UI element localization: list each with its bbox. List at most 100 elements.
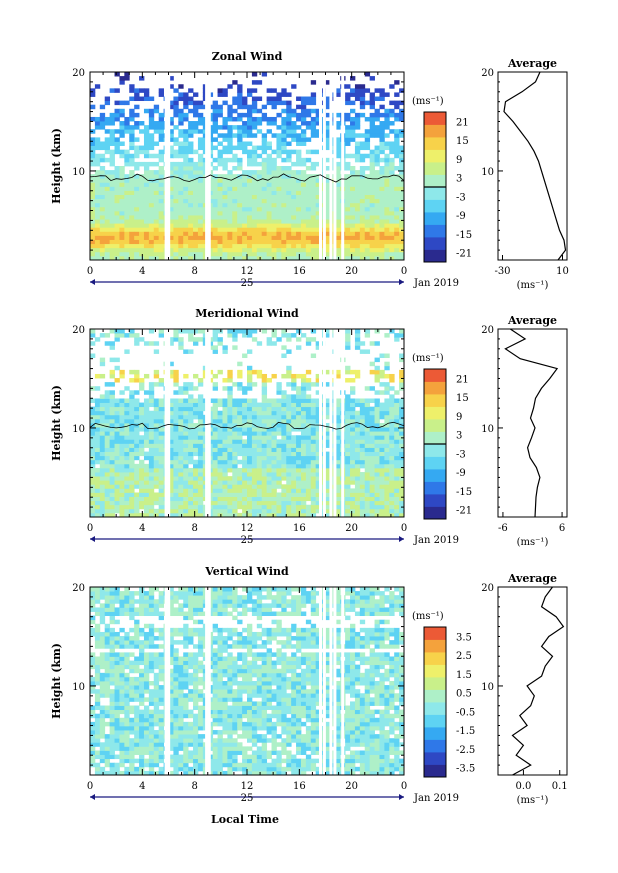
heatmap-cell [109,174,115,179]
heatmap-cell [271,459,277,465]
heatmap-cell [139,382,145,387]
heatmap-cell [379,435,385,440]
heatmap-cell [114,607,120,612]
heatmap-cell [232,472,238,477]
heatmap-cell [286,100,292,106]
heatmap-cell [271,194,277,200]
heatmap-cell [104,96,111,102]
heatmap-cell [124,439,130,444]
heatmap-cell [384,235,390,240]
heatmap-cell [394,116,400,122]
profile-title: Average [507,57,557,70]
heatmap-cell [247,418,253,424]
heatmap-cell [143,492,150,497]
heatmap-cell [271,231,277,236]
average-profile-line [503,71,567,261]
heatmap-cell [212,194,218,200]
heatmap-cell [227,182,233,187]
heatmap-cell [178,427,184,432]
heatmap-cell [134,463,140,469]
heatmap-cell [94,373,101,379]
heatmap-cell [168,402,174,408]
heatmap-cell [104,398,111,403]
heatmap-cell [261,382,268,387]
heatmap-cell [379,382,385,387]
heatmap-cell [94,235,101,240]
heatmap-cell [148,467,155,473]
heatmap-cell [374,496,380,502]
heatmap-cell [227,451,233,457]
heatmap-cell [345,133,351,138]
heatmap-cell [222,194,228,200]
heatmap-cell [99,190,106,196]
heatmap-cell [369,435,375,440]
heatmap-cell [286,414,292,420]
heatmap-cell [291,496,297,502]
heatmap-cell [296,410,302,416]
heatmap-cell [335,202,341,208]
heatmap-cell [90,660,96,666]
heatmap-cell [384,92,390,97]
heatmap-cell [143,508,150,514]
heatmap-cell [197,447,204,453]
heatmap-cell [99,223,106,228]
heatmap-cell [183,129,189,134]
heatmap-cell [232,414,238,420]
heatmap-cell [168,243,174,249]
heatmap-cell [359,492,366,497]
heatmap-cell [389,145,395,151]
heatmap-cell [300,227,307,232]
heatmap-cell [197,116,204,122]
heatmap-cell [384,418,390,424]
heatmap-cell [345,431,351,436]
heatmap-cell [369,488,375,493]
heatmap-cell [104,194,111,200]
heatmap-cell [291,492,297,497]
heatmap-cell [247,121,253,126]
heatmap-cell [143,174,150,179]
heatmap-cell [369,178,375,183]
heatmap-cell [143,512,150,518]
heatmap-cell [129,435,135,440]
heatmap-cell [271,235,277,240]
heatmap-cell [197,406,204,412]
heatmap-cell [247,365,253,371]
heatmap-cell [232,108,238,114]
heatmap-cell [139,459,145,465]
heatmap-cell [345,394,351,399]
heatmap-cell [345,500,351,506]
heatmap-cell [168,341,174,346]
heatmap-cell [109,369,115,375]
heatmap-cell [94,435,101,440]
heatmap-cell [173,251,179,257]
heatmap-cell [94,725,101,731]
heatmap-cell [256,423,263,428]
heatmap-cell [330,463,336,469]
heatmap-cell [364,427,371,432]
heatmap-cell [129,431,135,436]
heatmap-cell [379,373,385,379]
heatmap-cell [227,251,233,257]
heatmap-cell [197,145,204,151]
heatmap-cell [173,333,179,338]
heatmap-cell [212,451,218,457]
heatmap-cell [345,190,351,196]
heatmap-cell [114,619,120,625]
heatmap-cell [345,125,351,130]
heatmap-cell [359,100,366,106]
heatmap-cell [291,508,297,514]
heatmap-cell [394,129,400,134]
heatmap-cell [374,223,380,228]
heatmap-cell [188,125,194,130]
heatmap-cell [119,721,125,727]
heatmap-cell [183,423,189,428]
heatmap-cell [153,439,160,444]
heatmap-cell [109,447,115,453]
heatmap-cell [291,476,297,481]
heatmap-cell [168,219,174,224]
heatmap-cell [251,206,258,212]
heatmap-cell [330,202,336,208]
heatmap-cell [374,378,380,383]
heatmap-cell [242,239,248,245]
data-gap [341,72,345,260]
